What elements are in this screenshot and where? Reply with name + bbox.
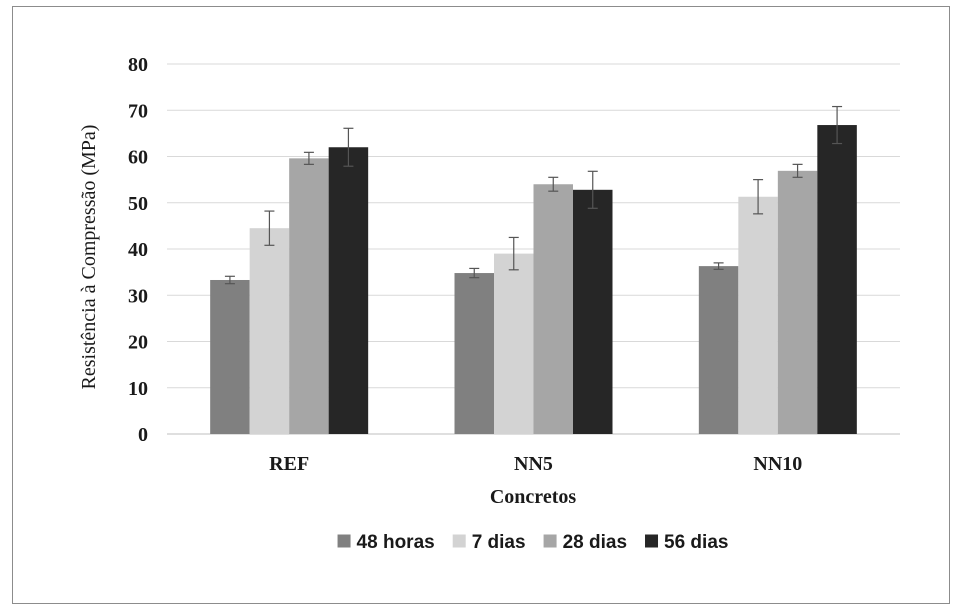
- x-tick-label: REF: [269, 453, 309, 475]
- y-tick-label: 30: [128, 285, 148, 307]
- bar: [738, 196, 778, 434]
- legend-swatch: [543, 534, 557, 548]
- error-bars: [224, 105, 843, 285]
- legend: 48 horas 7 dias 28 dias 56 dias: [337, 532, 728, 553]
- bar: [289, 158, 329, 434]
- x-tick-labels: REF NN5 NN10: [269, 453, 802, 475]
- y-tick-label: 20: [128, 332, 148, 354]
- bars: [210, 125, 857, 435]
- x-tick-label: NN10: [753, 453, 802, 475]
- bar: [817, 125, 857, 435]
- bar: [494, 253, 534, 434]
- y-tick-label: 10: [128, 378, 148, 400]
- x-axis-title: Concretos: [490, 486, 576, 508]
- y-tick-labels: 0 10 20 30 40 50 60 70 80: [128, 54, 148, 446]
- legend-label: 28 dias: [563, 532, 627, 553]
- legend-label: 7 dias: [472, 532, 526, 553]
- bar: [573, 189, 613, 434]
- y-tick-label: 80: [128, 54, 148, 76]
- bar: [210, 279, 250, 434]
- legend-swatch: [452, 534, 466, 548]
- y-tick-label: 50: [128, 193, 148, 215]
- y-tick-label: 40: [128, 239, 148, 261]
- bar: [777, 170, 818, 434]
- legend-label: 48 horas: [357, 532, 435, 553]
- bar: [328, 147, 369, 434]
- x-tick-label: NN5: [514, 453, 553, 475]
- bar: [249, 228, 290, 434]
- bar: [698, 266, 739, 434]
- legend-label: 56 dias: [664, 532, 728, 553]
- bar: [454, 273, 494, 434]
- bar: [533, 184, 573, 434]
- y-tick-label: 60: [128, 147, 148, 169]
- y-tick-label: 70: [128, 100, 148, 122]
- legend-swatch: [645, 534, 659, 548]
- y-axis-title: Resistência à Compressão (MPa): [78, 125, 100, 390]
- legend-swatch: [337, 534, 351, 548]
- y-tick-label: 0: [138, 424, 148, 446]
